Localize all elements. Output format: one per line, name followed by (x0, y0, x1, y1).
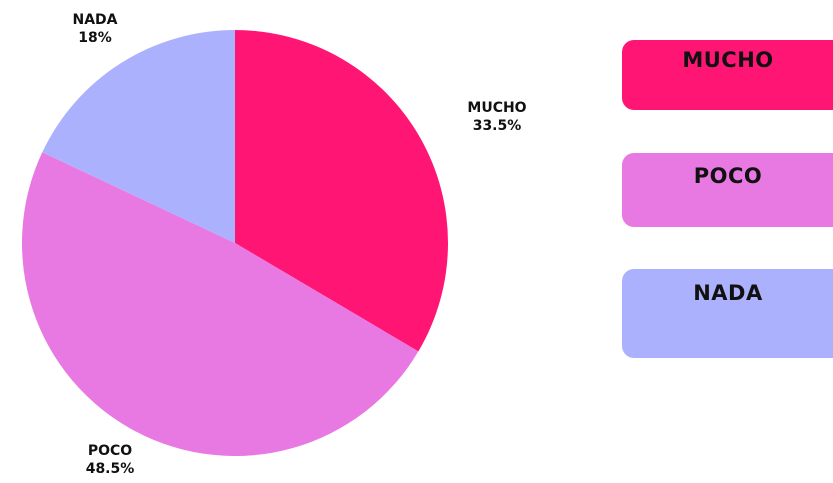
slice-value-nada: 18% (78, 30, 112, 46)
slice-value-poco: 48.5% (86, 461, 135, 477)
pie-slices (22, 30, 448, 456)
slice-label-nada: NADA (72, 12, 117, 28)
pie-slice-nada (42, 30, 236, 243)
legend-item-nada: NADA (622, 269, 833, 358)
pie-slice-mucho (235, 30, 448, 352)
legend-item-poco: POCO (622, 153, 833, 227)
slice-label-poco: POCO (88, 443, 132, 459)
legend-label-mucho: MUCHO (682, 48, 774, 72)
pie-slice-labels: MUCHO 33.5% POCO 48.5% NADA 18% (72, 12, 526, 477)
legend-item-mucho: MUCHO (622, 40, 833, 110)
pie-slice-poco (22, 152, 419, 456)
legend-label-nada: NADA (693, 281, 763, 305)
slice-value-mucho: 33.5% (473, 118, 522, 134)
legend-label-poco: POCO (693, 164, 763, 188)
slice-label-mucho: MUCHO (467, 100, 526, 116)
